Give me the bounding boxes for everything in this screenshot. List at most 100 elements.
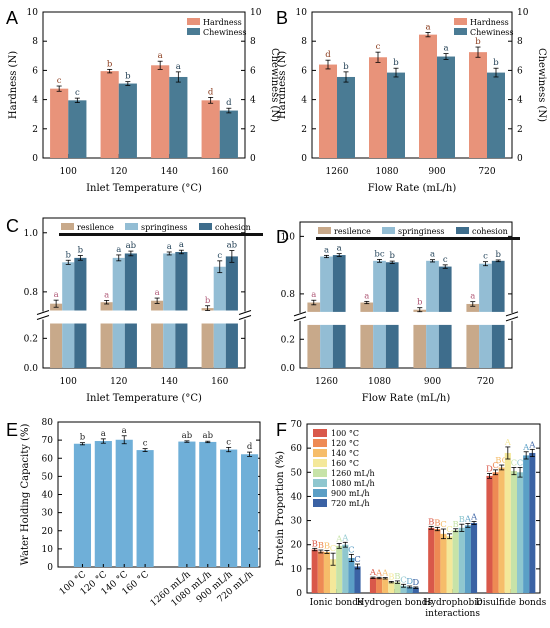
y-tick-label: 0.2 — [24, 334, 38, 344]
bar-resilence-lower — [307, 324, 321, 368]
y-tick-label: 80 — [42, 418, 54, 428]
error-bar — [74, 97, 80, 103]
legend-swatch — [313, 439, 327, 447]
bar-series — [400, 585, 407, 593]
significance-letter: B — [459, 515, 465, 525]
error-bar — [208, 97, 214, 104]
bar-series — [412, 587, 419, 593]
error-bar — [443, 53, 449, 60]
axis-break-mark — [36, 315, 50, 320]
significance-letter: c — [75, 88, 80, 98]
y-tick-label: 2 — [301, 125, 307, 135]
error-bar — [128, 250, 134, 257]
significance-letter: D — [406, 577, 413, 587]
error-bar — [377, 258, 382, 263]
panel-label: F — [276, 420, 287, 440]
bar-springiness — [479, 263, 492, 312]
significance-letter: B — [434, 518, 440, 528]
significance-letter: D — [486, 464, 493, 474]
error-bar — [104, 300, 110, 305]
y-axis-label: Water Holding Capacity (%) — [20, 424, 31, 566]
y2-tick-label: 4 — [517, 96, 523, 106]
significance-letter: B — [388, 572, 394, 582]
y2-tick-label: 2 — [250, 125, 256, 135]
legend-swatch — [313, 479, 327, 487]
legend-label: 160 °C — [331, 459, 359, 468]
panel-label: B — [276, 8, 288, 28]
significance-letter: d — [325, 50, 331, 60]
x-tick-label: 140 — [161, 167, 178, 177]
bar-resilence — [360, 302, 374, 312]
y-tick-label: 50 — [42, 472, 54, 482]
bar-hardness — [201, 100, 220, 158]
bar-springiness — [426, 260, 439, 312]
error-bar — [65, 259, 71, 265]
error-bar — [125, 81, 131, 86]
x-tick-label: Hydrophobic interactions — [423, 598, 482, 619]
bar-cohesion — [74, 257, 87, 311]
legend-swatch — [313, 459, 327, 467]
x-axis-label: Flow Rate (mL/h) — [368, 183, 457, 194]
legend-label: 120 °C — [331, 439, 359, 448]
bar-series — [428, 527, 435, 593]
bar-resilence-lower — [50, 323, 63, 368]
bar-cohesion-lower — [438, 324, 452, 368]
bar-hardness — [369, 57, 387, 159]
error-bar — [364, 300, 370, 305]
axis-break-gap — [239, 311, 251, 320]
y-tick-label: 0 — [47, 563, 53, 573]
y-tick-label: 8 — [301, 37, 307, 47]
significance-letter: d — [247, 442, 253, 452]
error-bar — [376, 576, 382, 580]
significance-letter: a — [167, 242, 172, 252]
panel-label: C — [6, 216, 19, 236]
significance-letter: A — [464, 514, 472, 524]
bar-series — [342, 544, 349, 593]
significance-letter: a — [176, 62, 181, 72]
error-bar — [355, 563, 361, 570]
axis-break-gap — [37, 311, 49, 320]
error-bar — [178, 249, 184, 255]
y-tick-label: 60 — [291, 444, 303, 454]
y2-tick-label: 6 — [517, 66, 523, 76]
y2-tick-label: 8 — [517, 37, 523, 47]
legend-label: 140 °C — [331, 449, 359, 458]
legend-swatch — [456, 227, 469, 234]
bar-chewiness — [118, 83, 137, 158]
x-tick-label: 1260 — [315, 377, 338, 387]
bar-series — [388, 582, 395, 593]
axis-break-mark — [505, 311, 519, 317]
axis-break-gap — [506, 312, 518, 321]
bar-cohesion — [124, 253, 137, 311]
bar-cohesion — [332, 255, 346, 312]
bar-series — [376, 578, 383, 593]
error-bar — [375, 51, 381, 63]
legend-label: Hardness — [470, 18, 509, 27]
bar-series — [434, 529, 441, 593]
y-tick-label: 10 — [291, 565, 303, 575]
panel-label: E — [6, 420, 18, 440]
bar-resilence — [307, 302, 321, 312]
error-bar — [425, 32, 431, 38]
significance-letter: b — [78, 246, 84, 256]
legend-swatch — [454, 18, 467, 25]
bar-cohesion — [225, 256, 238, 311]
significance-letter: BC — [495, 456, 508, 466]
bar-springiness — [320, 256, 333, 312]
error-bar — [440, 528, 446, 540]
bar-hardness — [419, 34, 437, 158]
significance-letter: a — [337, 244, 342, 254]
y2-axis-label: Chewiness (N) — [536, 48, 547, 122]
bar-cohesion — [438, 266, 452, 312]
significance-letter: a — [155, 288, 160, 298]
y-tick-label: 10 — [42, 545, 54, 555]
significance-letter: B — [453, 520, 459, 530]
bar-resilence — [466, 303, 480, 312]
legend-label: cohesion — [472, 227, 508, 236]
error-bar — [523, 451, 529, 460]
significance-letter: a — [311, 290, 316, 300]
bar-series — [458, 527, 465, 593]
x-axis-label: Inlet Temperature (°C) — [86, 183, 202, 194]
y-tick-label: 10 — [296, 8, 308, 18]
y-tick-label: 8 — [32, 37, 38, 47]
